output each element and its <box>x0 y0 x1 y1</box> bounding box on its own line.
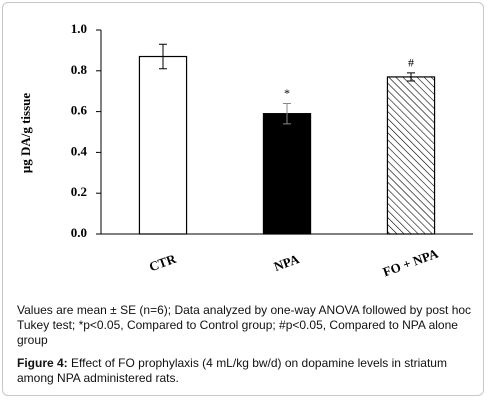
caption: Figure 4: Effect of FO prophylaxis (4 mL… <box>17 356 479 386</box>
bar <box>262 113 312 235</box>
y-axis-label: μg DA/g tissue <box>18 93 33 174</box>
x-tick-label: NPA <box>272 251 302 274</box>
y-tick-label: 0.2 <box>71 184 87 199</box>
y-tick-label: 0.4 <box>71 143 88 158</box>
bar <box>386 76 436 235</box>
bar <box>138 55 188 235</box>
error-bar <box>283 102 291 125</box>
figure-label: Figure 4: <box>17 356 68 370</box>
y-tick-label: 0.6 <box>71 103 88 118</box>
notes: Values are mean ± SE (n=6); Data analyze… <box>17 303 472 347</box>
x-tick-label: CTR <box>147 251 178 275</box>
chart: μg DA/g tissue 0.0 0.2 0.4 0.6 0.8 1.0 CTR NPA *… <box>18 21 473 279</box>
y-tick-label: 0.0 <box>71 225 87 240</box>
error-bar <box>407 72 415 82</box>
significance-mark: # <box>408 56 414 70</box>
y-tick-label: 1.0 <box>71 21 87 36</box>
y-tick-label: 0.8 <box>71 62 88 77</box>
error-bar <box>159 43 167 70</box>
caption-text: Effect of FO prophylaxis (4 mL/kg bw/d) … <box>17 356 447 385</box>
figure: μg DA/g tissue 0.0 0.2 0.4 0.6 0.8 1.0 CTR NPA *… <box>2 2 484 396</box>
significance-mark: * <box>284 86 290 100</box>
x-tick-label: FO + NPA <box>381 245 441 279</box>
